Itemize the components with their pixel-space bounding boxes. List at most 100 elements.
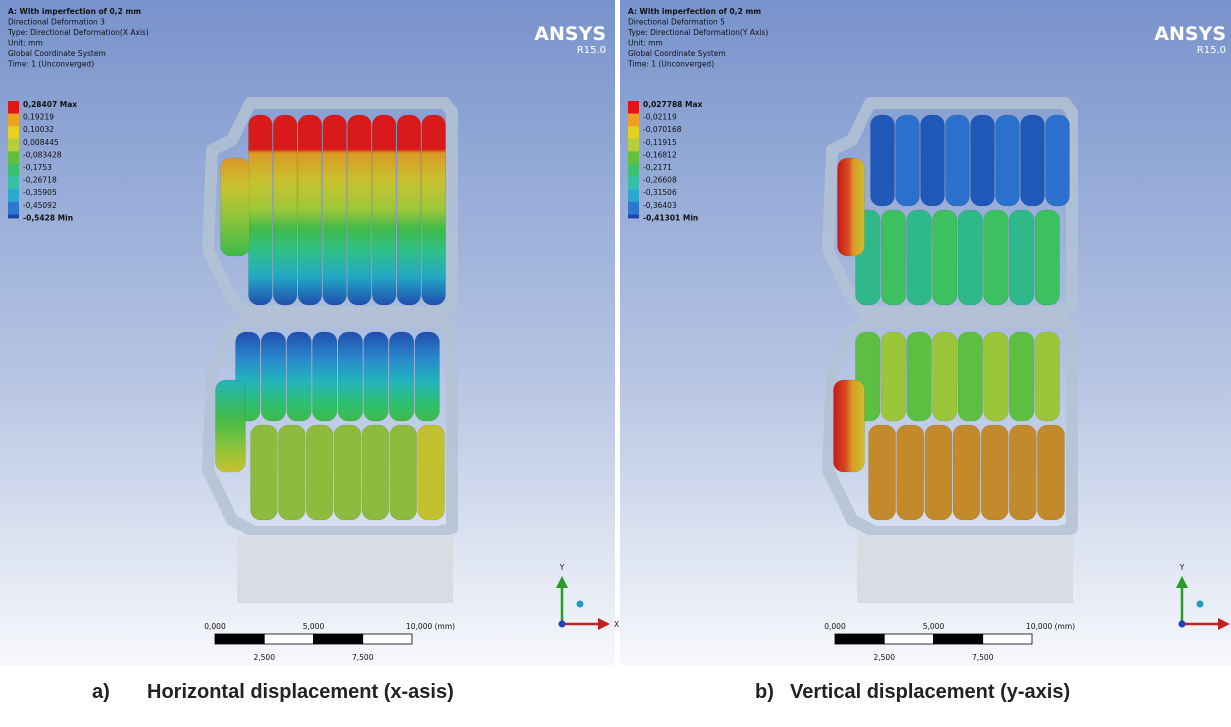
legend-label: 0,28407 Max <box>23 100 77 109</box>
scale-segment <box>215 634 264 644</box>
cylinder <box>261 332 286 421</box>
cylinder <box>278 425 305 520</box>
cylinder <box>921 115 945 206</box>
scale-label: 0,000 <box>824 622 846 631</box>
triad-origin <box>559 621 566 628</box>
cylinder <box>996 115 1020 206</box>
header-line: Global Coordinate System <box>8 49 106 58</box>
header-line: A: With imperfection of 0,2 mm <box>628 7 761 16</box>
legend-label: -0,5428 Min <box>23 213 73 222</box>
axis-label: Y <box>1179 563 1185 572</box>
ansys-version: R15.0 <box>577 45 606 56</box>
cylinder <box>834 380 865 472</box>
legend-label: -0,36403 <box>643 201 677 210</box>
cylinder <box>216 380 246 472</box>
cylinder <box>372 115 396 305</box>
cylinder <box>1037 425 1064 520</box>
legend-swatch <box>628 164 639 177</box>
legend-swatch <box>628 202 639 215</box>
legend-swatch <box>628 126 639 139</box>
support-block <box>237 535 453 603</box>
cylinder <box>984 210 1009 305</box>
scale-label: 2,500 <box>254 653 276 662</box>
scale-label: 5,000 <box>923 622 945 631</box>
legend-swatch <box>628 177 639 190</box>
cylinder <box>364 332 389 421</box>
legend-label: -0,083428 <box>23 150 62 159</box>
cylinder <box>312 332 337 421</box>
scale-segment <box>835 634 884 644</box>
legend-label: -0,16812 <box>643 150 677 159</box>
header-line: Directional Deformation 3 <box>8 18 105 27</box>
cylinder <box>971 115 995 206</box>
legend-label: 0,008445 <box>23 138 59 147</box>
caption: Horizontal displacement (x-asis) <box>147 681 454 703</box>
cylinder <box>932 210 957 305</box>
legend-label: 0,027788 Max <box>643 100 703 109</box>
cylinder <box>1046 115 1070 206</box>
legend-label: -0,31506 <box>643 188 677 197</box>
cylinder <box>1009 210 1034 305</box>
cylinder <box>958 332 983 421</box>
legend-swatch <box>628 114 639 127</box>
scale-label: 0,000 <box>204 622 226 631</box>
triad-origin <box>1179 621 1186 628</box>
cylinder <box>1021 115 1045 206</box>
cylinder <box>881 210 906 305</box>
cylinder <box>838 158 865 256</box>
cylinder <box>953 425 980 520</box>
ansys-logo: ANSYS <box>534 23 606 45</box>
scale-label: 10,000 (mm) <box>1026 622 1075 631</box>
cylinder <box>946 115 970 206</box>
legend-label: -0,26718 <box>23 176 57 185</box>
legend-label: -0,070168 <box>643 125 682 134</box>
cylinder <box>925 425 952 520</box>
legend-swatch <box>628 214 639 218</box>
legend-label: -0,26608 <box>643 176 677 185</box>
cylinder <box>348 115 372 305</box>
header-line: Unit: mm <box>8 39 43 48</box>
triad-marker <box>1197 601 1204 608</box>
axis-label: Y <box>559 563 565 572</box>
cylinder <box>871 115 895 206</box>
header-line: Type: Directional Deformation(Y Axis) <box>627 28 768 37</box>
legend-swatch <box>8 101 19 114</box>
scale-segment <box>884 634 933 644</box>
header-line: A: With imperfection of 0,2 mm <box>8 7 141 16</box>
header-line: Time: 1 (Unconverged) <box>7 60 94 69</box>
cylinder <box>334 425 361 520</box>
legend-label: -0,45092 <box>23 201 57 210</box>
figure: A: With imperfection of 0,2 mm Directiona… <box>0 0 1231 727</box>
cylinder <box>362 425 389 520</box>
cylinder <box>1035 210 1060 305</box>
scale-segment <box>363 634 412 644</box>
legend-label: -0,11915 <box>643 138 677 147</box>
cylinder <box>338 332 363 421</box>
cylinder <box>958 210 983 305</box>
cylinder <box>869 425 896 520</box>
cylinder <box>896 115 920 206</box>
scale-segment <box>983 634 1032 644</box>
legend-swatch <box>8 126 19 139</box>
cylinder <box>389 332 414 421</box>
caption-tag: b) <box>755 681 774 703</box>
scale-label: 7,500 <box>352 653 374 662</box>
cylinder <box>1009 425 1036 520</box>
legend-label: -0,1753 <box>23 163 52 172</box>
cylinder <box>249 115 273 305</box>
header-line: Type: Directional Deformation(X Axis) <box>7 28 149 37</box>
cylinder <box>251 425 278 520</box>
scale-segment <box>264 634 313 644</box>
legend-swatch <box>8 164 19 177</box>
legend-swatch <box>628 189 639 202</box>
ansys-logo: ANSYS <box>1154 23 1226 45</box>
header-line: Unit: mm <box>628 39 663 48</box>
legend-swatch <box>628 101 639 114</box>
axis-label: X <box>614 620 619 629</box>
cylinder <box>397 115 421 305</box>
ansys-version: R15.0 <box>1197 45 1226 56</box>
cylinder <box>390 425 417 520</box>
caption-tag: a) <box>92 681 110 703</box>
scale-label: 10,000 (mm) <box>406 622 455 631</box>
cylinder <box>415 332 440 421</box>
